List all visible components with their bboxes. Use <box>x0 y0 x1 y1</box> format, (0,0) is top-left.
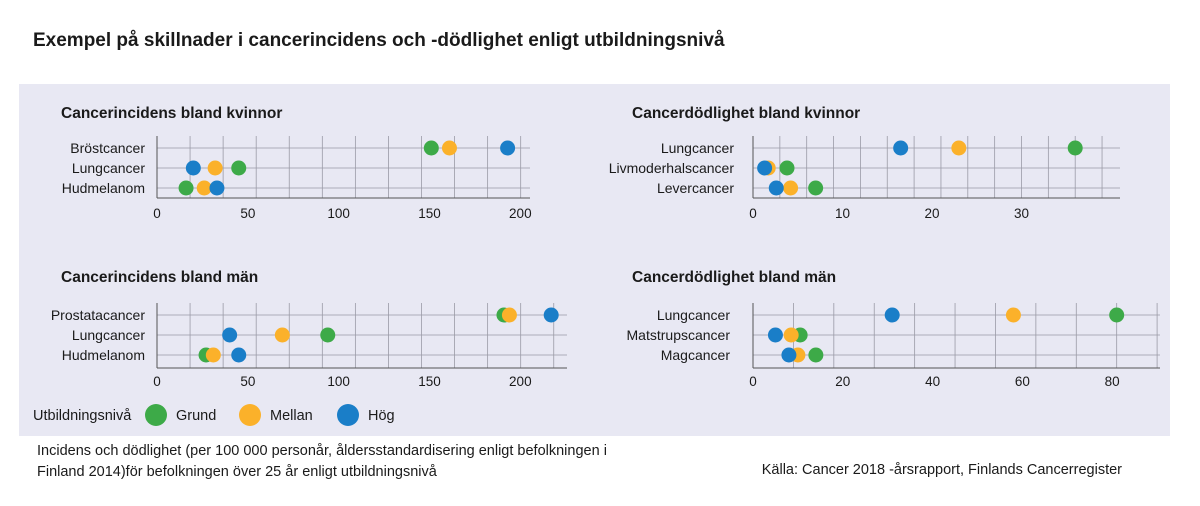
legend-title: Utbildningsnivå <box>33 408 132 424</box>
chart-title: Cancerincidens bland män <box>61 269 258 286</box>
x-tick-label: 150 <box>418 374 441 389</box>
x-tick-label: 0 <box>153 374 161 389</box>
category-label: Bröstcancer <box>70 140 145 156</box>
category-label: Hudmelanom <box>62 180 145 196</box>
data-point-mellan <box>1005 307 1021 323</box>
chart-title: Cancerdödlighet bland kvinnor <box>632 105 860 122</box>
footnote: Incidens och dödlighet (per 100 000 pers… <box>37 443 607 480</box>
x-tick-label: 150 <box>418 206 441 221</box>
x-tick-label: 200 <box>509 374 532 389</box>
category-label: Lungcancer <box>657 307 731 323</box>
x-tick-label: 50 <box>240 206 255 221</box>
data-point-mellan <box>274 327 290 343</box>
category-label: Lungcancer <box>72 160 146 176</box>
data-point-hög <box>893 140 909 156</box>
data-point-grund <box>320 327 336 343</box>
x-tick-label: 80 <box>1105 374 1120 389</box>
x-tick-label: 50 <box>240 374 255 389</box>
data-point-mellan <box>783 180 799 196</box>
data-point-mellan <box>207 160 223 176</box>
data-point-hög <box>543 307 559 323</box>
category-label: Livmoderhalscancer <box>609 160 735 176</box>
data-point-hög <box>781 347 797 363</box>
data-point-mellan <box>501 307 517 323</box>
data-point-grund <box>178 180 194 196</box>
data-point-grund <box>1109 307 1125 323</box>
data-point-mellan <box>205 347 221 363</box>
x-tick-label: 60 <box>1015 374 1030 389</box>
data-point-hög <box>222 327 238 343</box>
data-point-mellan <box>951 140 967 156</box>
category-label: Hudmelanom <box>62 347 145 363</box>
x-tick-label: 200 <box>509 206 532 221</box>
category-label: Levercancer <box>657 180 734 196</box>
data-point-grund <box>779 160 795 176</box>
page-title: Exempel på skillnader i cancerincidens o… <box>33 30 725 51</box>
x-tick-label: 0 <box>749 206 757 221</box>
data-point-mellan <box>196 180 212 196</box>
x-tick-label: 30 <box>1014 206 1029 221</box>
source-note: Källa: Cancer 2018 -årsrapport, Finlands… <box>761 462 1122 478</box>
data-point-mellan <box>783 327 799 343</box>
x-tick-label: 20 <box>924 206 939 221</box>
data-point-hög <box>884 307 900 323</box>
data-point-grund <box>231 160 247 176</box>
category-label: Lungcancer <box>661 140 735 156</box>
data-point-grund <box>808 180 824 196</box>
x-tick-label: 0 <box>153 206 161 221</box>
data-point-hög <box>209 180 225 196</box>
data-point-hög <box>500 140 516 156</box>
legend-label: Mellan <box>270 408 313 424</box>
legend-label: Hög <box>368 408 395 424</box>
legend-label: Grund <box>176 408 216 424</box>
category-label: Prostatacancer <box>51 307 145 323</box>
data-point-grund <box>423 140 439 156</box>
x-tick-label: 10 <box>835 206 850 221</box>
x-tick-label: 20 <box>835 374 850 389</box>
legend-swatch-mellan <box>239 404 261 426</box>
data-point-hög <box>768 180 784 196</box>
category-label: Magcancer <box>661 347 731 363</box>
chart-panel <box>19 84 1170 436</box>
x-tick-label: 100 <box>327 374 350 389</box>
data-point-mellan <box>441 140 457 156</box>
chart-title: Cancerincidens bland kvinnor <box>61 105 282 122</box>
data-point-grund <box>1067 140 1083 156</box>
data-point-grund <box>808 347 824 363</box>
x-tick-label: 0 <box>749 374 757 389</box>
x-tick-label: 40 <box>925 374 940 389</box>
category-label: Matstrupscancer <box>627 327 731 343</box>
legend-swatch-hög <box>337 404 359 426</box>
chart-title: Cancerdödlighet bland män <box>632 269 836 286</box>
data-point-hög <box>757 160 773 176</box>
x-tick-label: 100 <box>327 206 350 221</box>
data-point-hög <box>185 160 201 176</box>
category-label: Lungcancer <box>72 327 146 343</box>
legend-swatch-grund <box>145 404 167 426</box>
data-point-hög <box>767 327 783 343</box>
data-point-hög <box>231 347 247 363</box>
